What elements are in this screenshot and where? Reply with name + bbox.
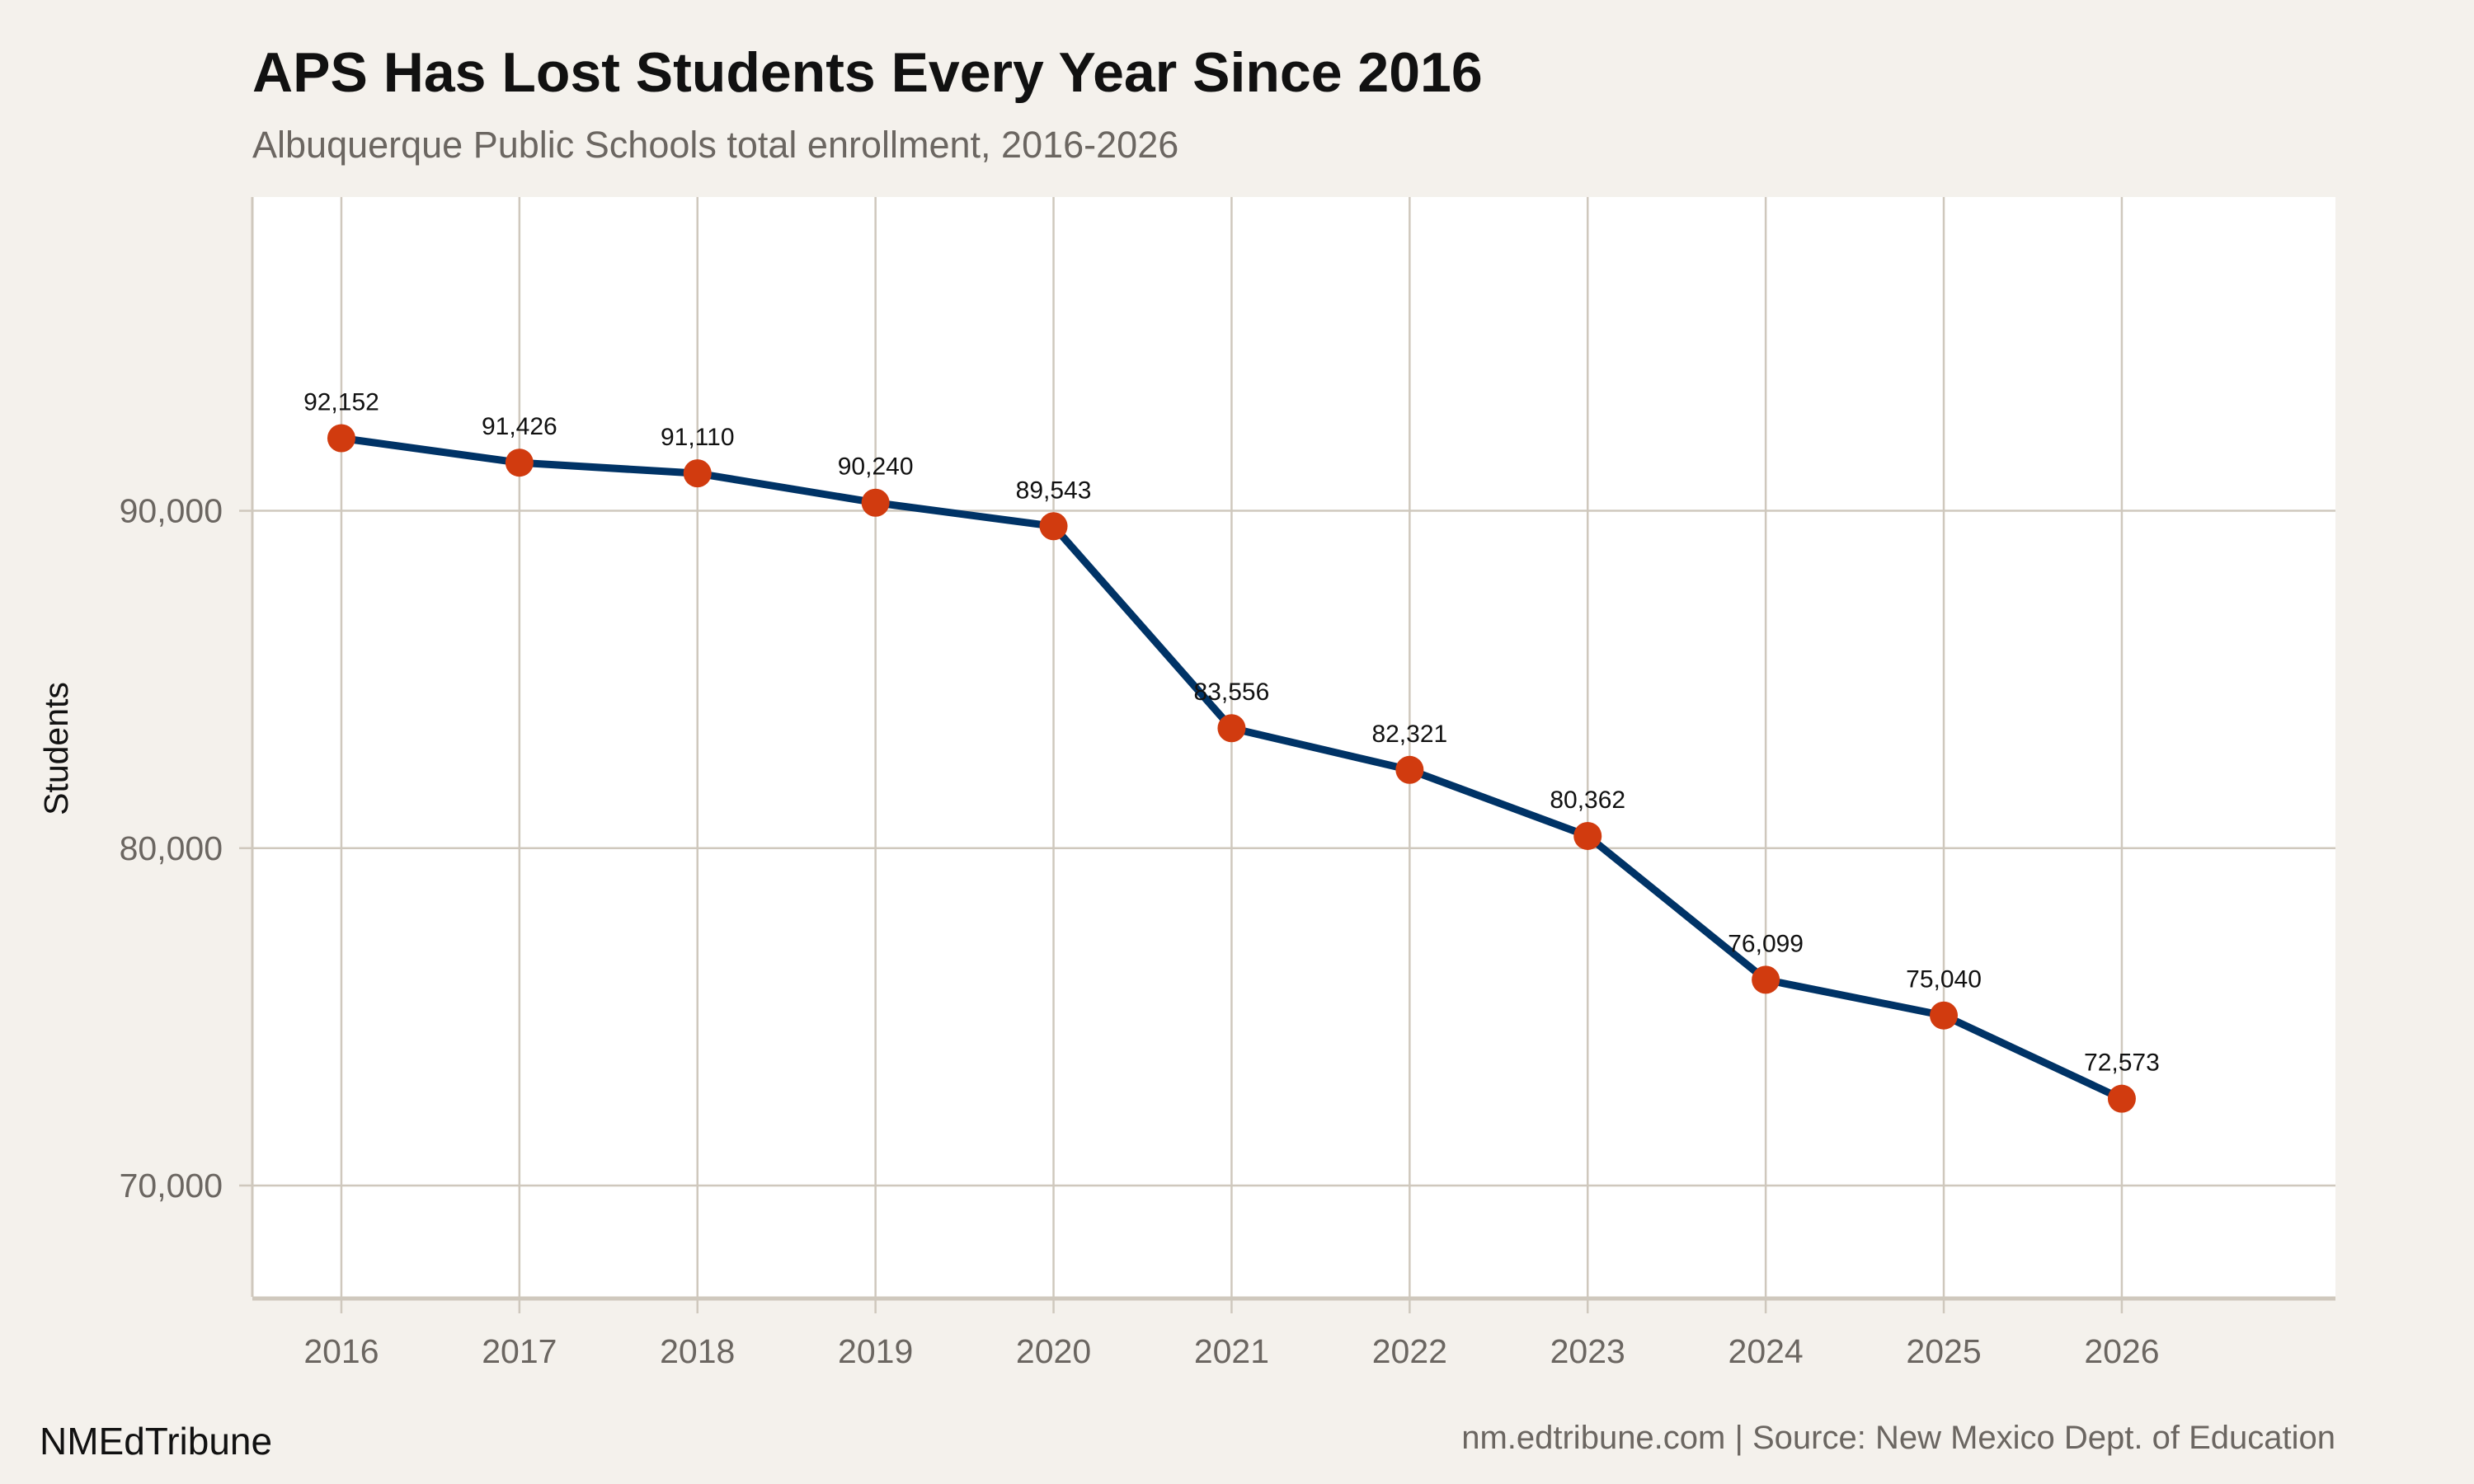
y-tick-label: 90,000 <box>120 492 223 530</box>
x-tick-label: 2017 <box>482 1332 557 1370</box>
data-point <box>1752 965 1780 994</box>
x-tick-label: 2022 <box>1372 1332 1447 1370</box>
x-tick-label: 2024 <box>1729 1332 1804 1370</box>
data-point <box>1395 755 1424 784</box>
y-axis-title: Students <box>37 682 75 815</box>
data-point <box>1930 1001 1959 1030</box>
brand-logo-text: NMEdTribune <box>40 1420 272 1463</box>
data-label: 80,362 <box>1550 787 1625 814</box>
x-tick-label: 2023 <box>1550 1332 1625 1370</box>
x-tick-label: 2021 <box>1194 1332 1269 1370</box>
data-point <box>1573 821 1602 850</box>
x-tick-label: 2018 <box>660 1332 735 1370</box>
y-tick-label: 70,000 <box>120 1167 223 1205</box>
x-ticks: 2016 2017 2018 2019 2020 2021 2022 2023 2024 2025… <box>303 1297 2160 1370</box>
data-label: 82,321 <box>1371 721 1447 748</box>
y-ticks: 70,000 80,000 90,000 <box>120 492 252 1205</box>
x-tick-label: 2025 <box>1906 1332 1981 1370</box>
plot-panel <box>252 197 2335 1297</box>
data-point <box>683 459 712 488</box>
data-label: 76,099 <box>1728 930 1804 957</box>
data-label: 92,152 <box>303 388 379 416</box>
data-point <box>861 488 890 517</box>
data-label: 91,110 <box>661 424 735 451</box>
data-point <box>2107 1084 2136 1113</box>
data-points <box>327 424 2136 1113</box>
data-label: 90,240 <box>838 453 914 481</box>
x-tick-label: 2016 <box>303 1332 379 1370</box>
chart-subtitle: Albuquerque Public Schools total enrollm… <box>252 124 1178 166</box>
data-point <box>505 448 534 477</box>
x-tick-label: 2020 <box>1016 1332 1091 1370</box>
x-tick-label: 2019 <box>838 1332 913 1370</box>
data-point <box>1039 512 1068 541</box>
data-label: 75,040 <box>1906 966 1982 993</box>
data-label: 83,556 <box>1194 679 1270 706</box>
data-label: 91,426 <box>482 413 557 440</box>
x-tick-label: 2026 <box>2084 1332 2159 1370</box>
data-point <box>1217 714 1246 743</box>
gridlines <box>252 197 2335 1297</box>
data-point <box>327 424 355 453</box>
source-note: nm.edtribune.com | Source: New Mexico De… <box>1461 1420 2335 1456</box>
chart-title: APS Has Lost Students Every Year Since 2… <box>252 41 1483 104</box>
data-labels: 92,152 91,426 91,110 90,240 89,543 83,556 82,3… <box>303 388 2160 1076</box>
data-label: 72,573 <box>2084 1050 2160 1077</box>
data-label: 89,543 <box>1016 477 1092 504</box>
y-tick-label: 80,000 <box>120 829 223 867</box>
